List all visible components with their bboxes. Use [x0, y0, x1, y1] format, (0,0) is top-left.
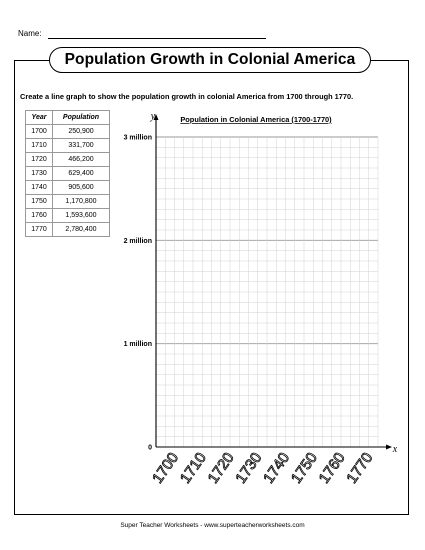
table-row: 1700 250,900	[25, 124, 110, 139]
y-tick-label: 1 million	[124, 341, 152, 348]
name-label: Name:	[18, 29, 42, 38]
x-tick-label: 1710	[177, 450, 210, 487]
x-tick-label: 1700	[149, 450, 182, 487]
name-line[interactable]	[48, 38, 266, 39]
chart-title: Population in Colonial America (1700-177…	[180, 115, 332, 124]
y-tick-label: 3 million	[124, 135, 152, 142]
y-axis-arrow	[153, 114, 159, 120]
table-cell-population: 2,780,400	[52, 222, 110, 237]
x-tick-label: 1770	[343, 450, 376, 487]
table-row: 1770 2,780,400	[25, 222, 110, 237]
x-tick-label: 1740	[260, 450, 293, 487]
x-tick-label: 1720	[205, 450, 238, 487]
table-row: 1750 1,170,800	[25, 194, 110, 209]
table-row: 1760 1,593,600	[25, 208, 110, 223]
footer: Super Teacher Worksheets - www.superteac…	[120, 522, 305, 529]
x-tick-label: 1730	[232, 450, 265, 487]
y-tick-label: 0	[148, 445, 152, 452]
x-tick-label: 1750	[288, 450, 321, 487]
x-axis-label: x	[392, 444, 398, 455]
y-axis-label: y	[150, 111, 156, 122]
population-table: Year Population 1700 250,900 1710 331,700 17…	[25, 110, 110, 237]
x-axis-arrow	[386, 444, 392, 450]
table-row: 1710 331,700	[25, 138, 110, 153]
x-tick-label: 1760	[316, 450, 349, 487]
worksheet-title: Population Growth in Colonial America	[49, 47, 371, 73]
graph-grid	[156, 136, 379, 447]
graph-axes	[153, 114, 392, 450]
table-cell-year: 1770	[25, 222, 53, 237]
y-tick-label: 2 million	[124, 238, 152, 245]
instructions: Create a line graph to show the populati…	[20, 92, 354, 101]
